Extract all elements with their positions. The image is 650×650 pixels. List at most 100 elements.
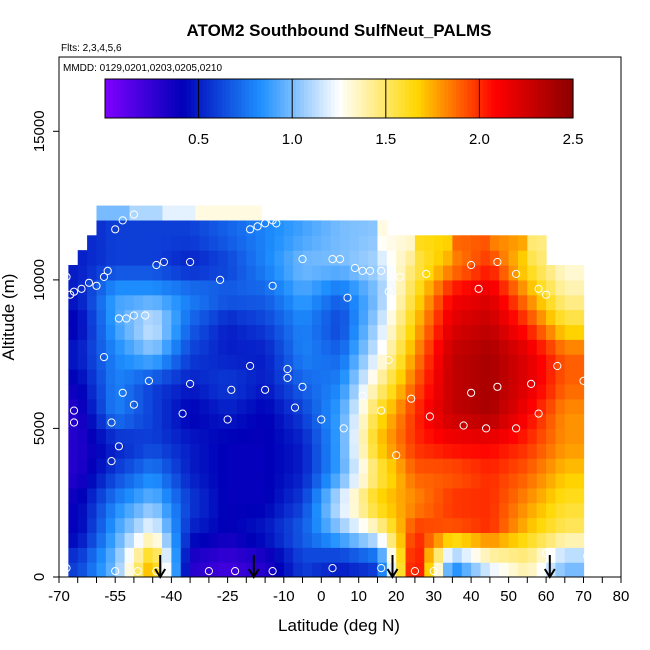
heatmap-cell	[68, 279, 79, 296]
observation-point	[377, 266, 386, 275]
heatmap-cell	[283, 562, 294, 577]
heatmap-cell	[330, 383, 341, 400]
heatmap-cell	[321, 532, 332, 548]
colorbar-tick-label: 1.0	[282, 131, 303, 148]
x-tick-label: 80	[613, 588, 630, 605]
observation-point	[231, 567, 240, 576]
heatmap-cell	[152, 532, 163, 548]
heatmap-cell	[274, 458, 285, 474]
heatmap-cell	[105, 532, 116, 548]
heatmap-cell	[274, 413, 285, 430]
y-tick-label: 10000	[31, 259, 48, 301]
heatmap-cell	[180, 265, 191, 281]
heatmap-cell	[274, 383, 285, 400]
heatmap-cell	[452, 294, 463, 311]
heatmap-cell	[124, 517, 135, 534]
heatmap-cell	[180, 354, 191, 370]
heatmap-cell	[105, 562, 116, 577]
heatmap-cell	[218, 250, 229, 266]
colorbar-segment	[253, 79, 258, 118]
heatmap-cell	[424, 487, 435, 504]
heatmap-cell	[480, 428, 491, 444]
heatmap-cell	[564, 443, 575, 459]
heatmap-cell	[208, 369, 219, 385]
heatmap-cell	[208, 324, 219, 340]
heatmap-cell	[96, 369, 107, 385]
heatmap-cell	[340, 354, 350, 370]
heatmap-cell	[87, 309, 98, 326]
heatmap-cell	[77, 517, 88, 534]
heatmap-cell	[190, 547, 201, 563]
heatmap-cell	[265, 369, 276, 385]
heatmap-cell	[171, 502, 182, 519]
heatmap-cell	[517, 502, 528, 519]
heatmap-cell	[162, 354, 172, 370]
heatmap-cell	[236, 502, 247, 519]
observation-point	[579, 376, 588, 385]
heatmap-cell	[564, 487, 575, 504]
heatmap-cell	[105, 250, 116, 266]
heatmap-cell	[87, 369, 98, 385]
heatmap-cell	[115, 473, 126, 489]
heatmap-cell	[546, 339, 557, 355]
heatmap-cell	[162, 517, 172, 534]
heatmap-cell	[405, 383, 416, 400]
heatmap-cell	[471, 473, 482, 489]
observation-point	[343, 293, 352, 302]
heatmap-cell	[377, 473, 388, 489]
heatmap-cell	[377, 443, 388, 459]
heatmap-cell	[236, 294, 247, 311]
heatmap-cell	[555, 473, 566, 489]
heatmap-cell	[293, 383, 304, 400]
heatmap-cell	[133, 265, 144, 281]
heatmap-cell	[218, 309, 229, 326]
heatmap-cell	[152, 279, 163, 296]
heatmap-cell	[87, 428, 98, 444]
colorbar-segment	[530, 79, 535, 118]
heatmap-cell	[443, 354, 453, 370]
heatmap-cell	[433, 532, 444, 548]
heatmap-cell	[227, 279, 238, 296]
heatmap-cell	[87, 458, 98, 474]
heatmap-cell	[302, 413, 313, 430]
heatmap-cell	[96, 235, 107, 251]
heatmap-cell	[143, 339, 154, 355]
heatmap-cell	[180, 487, 191, 504]
heatmap-cell	[386, 398, 397, 415]
heatmap-cell	[471, 458, 482, 474]
heatmap-cell	[199, 383, 210, 400]
heatmap-cell	[208, 443, 219, 459]
heatmap-cell	[152, 473, 163, 489]
heatmap-cell	[77, 309, 88, 326]
heatmap-cell	[283, 458, 294, 474]
heatmap-cell	[358, 279, 369, 296]
heatmap-cell	[340, 383, 350, 400]
heatmap-cell	[208, 473, 219, 489]
heatmap-cell	[87, 383, 98, 400]
heatmap-cell	[236, 458, 247, 474]
heatmap-cell	[293, 250, 304, 266]
heatmap-cell	[265, 428, 276, 444]
heatmap-cell	[265, 458, 276, 474]
heatmap-cell	[171, 250, 182, 266]
heatmap-cell	[105, 547, 116, 563]
heatmap-cell	[377, 324, 388, 340]
heatmap-cell	[471, 339, 482, 355]
heatmap-cell	[489, 324, 500, 340]
heatmap-cell	[424, 294, 435, 311]
heatmap-cell	[499, 309, 510, 326]
heatmap-cell	[283, 324, 294, 340]
observation-point	[122, 314, 131, 323]
heatmap-cell	[396, 339, 407, 355]
heatmap-cell	[311, 309, 322, 326]
x-tick-label: -70	[48, 588, 70, 605]
heatmap-cell	[152, 443, 163, 459]
colorbar-segment	[315, 79, 321, 118]
x-tick-label: -10	[273, 588, 295, 605]
heatmap-cell	[368, 547, 379, 563]
colorbar-segment	[116, 79, 122, 118]
heatmap-cell	[190, 562, 201, 577]
heatmap-cell	[489, 413, 500, 430]
observation-point	[407, 394, 416, 403]
heatmap-cell	[574, 369, 585, 385]
